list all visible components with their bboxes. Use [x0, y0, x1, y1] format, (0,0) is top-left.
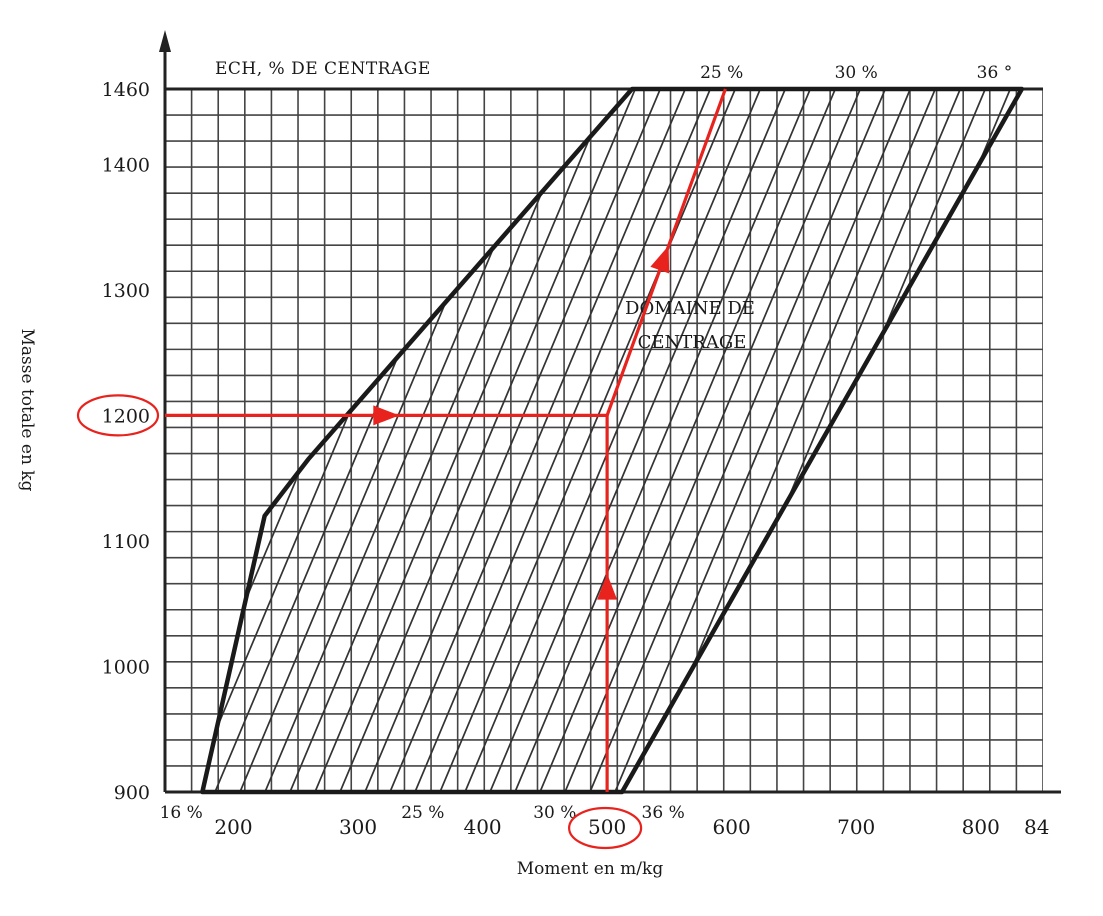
hatch-line [464, 89, 762, 792]
y-tick-label: 1300 [102, 280, 150, 302]
top-percent-label: 25 % [700, 63, 743, 83]
hatch-line [1090, 89, 1103, 792]
hatch-line [264, 89, 562, 792]
top-percent-label: 36 ° [977, 63, 1013, 83]
hatch-line [0, 89, 110, 792]
hatch-line [539, 89, 837, 792]
x-tick-label: 700 [837, 815, 875, 839]
hatch-line [564, 89, 862, 792]
bottom-percent-label: 16 % [160, 803, 203, 823]
top-percent-label: 30 % [835, 63, 878, 83]
y-tick-label: 900 [114, 782, 150, 804]
x-tick-label: 400 [463, 815, 501, 839]
hatch-line [364, 89, 662, 792]
y-tick-label: 1400 [102, 154, 150, 176]
example-path [76, 88, 727, 850]
hatch-line [664, 89, 962, 792]
x-tick-label: 800 [962, 815, 1000, 839]
chart-title: ECH, % DE CENTRAGE [215, 59, 431, 79]
x-tick-label: 600 [713, 815, 751, 839]
hatch-line [389, 89, 687, 792]
tick-labels: 900 1000 1100 1200 1300 1400 1460 200 300 400 500 6… [102, 63, 1050, 839]
mass-highlight-circle [76, 394, 160, 437]
hatch-line [614, 89, 912, 792]
hatch-line [239, 89, 537, 792]
bottom-percent-label: 30 % [533, 803, 576, 823]
hatch-line [339, 89, 637, 792]
region-label-line1: DOMAINE DE [625, 298, 755, 319]
moment-arrowhead [597, 573, 618, 600]
cg-arrowhead [650, 245, 670, 274]
grid-lines [165, 89, 1043, 792]
hatch-line [839, 89, 1022, 792]
hatch-line [202, 89, 412, 792]
hatch-line [414, 89, 712, 792]
envelope-outline [200, 86, 1025, 795]
hatch-line [289, 89, 587, 792]
hatch-line [202, 89, 312, 792]
hatch-line [989, 89, 1022, 792]
hatch-line [739, 89, 1022, 792]
x-tick-label: 500 [588, 815, 626, 839]
y-tick-label: 1460 [102, 79, 150, 101]
y-axis-arrowhead [159, 30, 171, 52]
hatch-line [202, 89, 462, 792]
centrage-envelope [200, 86, 1025, 795]
y-tick-label: 1200 [102, 405, 150, 427]
hatch-line [202, 89, 362, 792]
hatch-line [714, 89, 1012, 792]
y-tick-label: 1100 [102, 531, 150, 553]
hatch-line [514, 89, 812, 792]
x-tick-label: 300 [339, 815, 377, 839]
bottom-percent-label: 25 % [401, 803, 444, 823]
x-axis-title: Moment en m/kg [517, 859, 664, 879]
hatch-line [1040, 89, 1103, 792]
grid [165, 89, 1043, 792]
x-tick-label-last: 84 [1024, 815, 1049, 839]
hatch-line [1014, 89, 1022, 792]
moment-highlight-circle [568, 806, 643, 850]
region-label-line2: CENTRAGE [638, 332, 747, 353]
hatch-line [202, 89, 337, 792]
hatch-line [202, 89, 262, 792]
hatch-line [589, 89, 887, 792]
hatch-line [439, 89, 737, 792]
hatch-line [1065, 89, 1103, 792]
hatch-line [214, 89, 512, 792]
y-axis-title: Masse totale en kg [17, 329, 37, 492]
mass-arrowhead [373, 405, 400, 426]
hatch-line [889, 89, 1022, 792]
hatch-line [489, 89, 787, 792]
y-tick-label: 1000 [102, 656, 150, 678]
labels: ECH, % DE CENTRAGE Moment en m/kg Masse … [17, 59, 755, 879]
x-tick-label: 200 [214, 815, 252, 839]
hatch-line [0, 89, 85, 792]
hatch-line [202, 89, 437, 792]
bottom-percent-label: 36 % [642, 803, 685, 823]
hatch-line [202, 89, 387, 792]
hatch-line [814, 89, 1022, 792]
hatch-line [789, 89, 1022, 792]
hatch-line [314, 89, 612, 792]
hatch-line [864, 89, 1022, 792]
hatch-line [202, 89, 487, 792]
hatch-line [689, 89, 987, 792]
hatch-line [964, 89, 1022, 792]
hatch-line [202, 89, 287, 792]
hatch-line [914, 89, 1022, 792]
